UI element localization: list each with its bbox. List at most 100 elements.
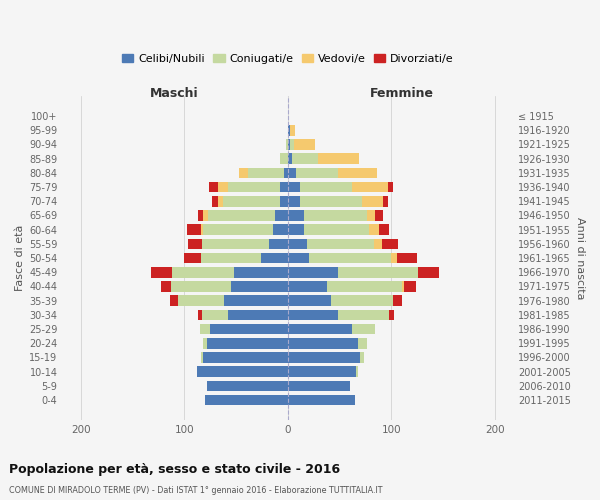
Bar [187, 224, 201, 235]
Bar [318, 154, 359, 164]
Bar [202, 310, 228, 320]
Bar [290, 125, 295, 136]
Bar [201, 352, 203, 363]
Bar [368, 224, 379, 235]
Bar [304, 210, 367, 221]
Bar [338, 310, 389, 320]
Bar [288, 154, 292, 164]
Bar [382, 238, 398, 249]
Bar [288, 224, 304, 235]
Bar [172, 267, 234, 278]
Bar [394, 296, 401, 306]
Bar [198, 210, 203, 221]
Bar [212, 196, 218, 206]
Bar [362, 196, 383, 206]
Bar [288, 281, 327, 292]
Bar [286, 139, 288, 150]
Bar [203, 224, 274, 235]
Bar [280, 154, 288, 164]
Y-axis label: Fasce di età: Fasce di età [15, 225, 25, 292]
Bar [288, 125, 290, 136]
Bar [224, 296, 288, 306]
Bar [288, 238, 307, 249]
Bar [208, 210, 275, 221]
Bar [248, 168, 284, 178]
Bar [223, 196, 280, 206]
Bar [197, 366, 288, 377]
Bar [288, 310, 338, 320]
Bar [198, 310, 202, 320]
Bar [178, 296, 224, 306]
Bar [397, 253, 417, 264]
Bar [161, 281, 171, 292]
Bar [239, 168, 248, 178]
Bar [379, 224, 389, 235]
Bar [228, 182, 280, 192]
Bar [301, 196, 362, 206]
Bar [296, 168, 338, 178]
Bar [209, 182, 218, 192]
Bar [261, 253, 288, 264]
Y-axis label: Anni di nascita: Anni di nascita [575, 217, 585, 300]
Bar [234, 267, 288, 278]
Bar [338, 267, 418, 278]
Bar [228, 310, 288, 320]
Bar [288, 395, 355, 406]
Bar [151, 267, 172, 278]
Text: Maschi: Maschi [150, 88, 199, 101]
Bar [288, 196, 301, 206]
Text: Popolazione per età, sesso e stato civile - 2016: Popolazione per età, sesso e stato civil… [9, 462, 340, 475]
Bar [211, 324, 288, 334]
Bar [288, 366, 356, 377]
Bar [418, 267, 439, 278]
Bar [203, 352, 288, 363]
Bar [288, 139, 290, 150]
Bar [375, 210, 383, 221]
Bar [207, 380, 288, 391]
Text: COMUNE DI MIRADOLO TERME (PV) - Dati ISTAT 1° gennaio 2016 - Elaborazione TUTTIT: COMUNE DI MIRADOLO TERME (PV) - Dati IST… [9, 486, 383, 495]
Bar [391, 253, 397, 264]
Bar [205, 395, 288, 406]
Legend: Celibi/Nubili, Coniugati/e, Vedovi/e, Divorziati/e: Celibi/Nubili, Coniugati/e, Vedovi/e, Di… [118, 50, 458, 68]
Bar [327, 281, 401, 292]
Bar [301, 182, 352, 192]
Bar [200, 324, 211, 334]
Bar [304, 224, 368, 235]
Bar [290, 139, 294, 150]
Bar [308, 253, 391, 264]
Bar [207, 338, 288, 348]
Bar [280, 182, 288, 192]
Bar [274, 224, 288, 235]
Bar [203, 338, 207, 348]
Bar [201, 253, 261, 264]
Bar [275, 210, 288, 221]
Bar [284, 168, 288, 178]
Bar [383, 196, 388, 206]
Bar [288, 168, 296, 178]
Bar [294, 139, 315, 150]
Bar [288, 380, 350, 391]
Bar [358, 338, 367, 348]
Bar [352, 324, 375, 334]
Bar [184, 253, 201, 264]
Bar [269, 238, 288, 249]
Bar [360, 352, 364, 363]
Bar [231, 281, 288, 292]
Bar [352, 182, 388, 192]
Bar [288, 352, 360, 363]
Bar [292, 154, 318, 164]
Bar [307, 238, 374, 249]
Bar [401, 281, 404, 292]
Bar [288, 267, 338, 278]
Bar [389, 310, 394, 320]
Bar [201, 224, 203, 235]
Bar [202, 238, 269, 249]
Bar [367, 210, 375, 221]
Bar [203, 210, 208, 221]
Bar [280, 196, 288, 206]
Bar [288, 324, 352, 334]
Bar [356, 366, 358, 377]
Bar [388, 182, 394, 192]
Bar [171, 281, 231, 292]
Bar [218, 196, 223, 206]
